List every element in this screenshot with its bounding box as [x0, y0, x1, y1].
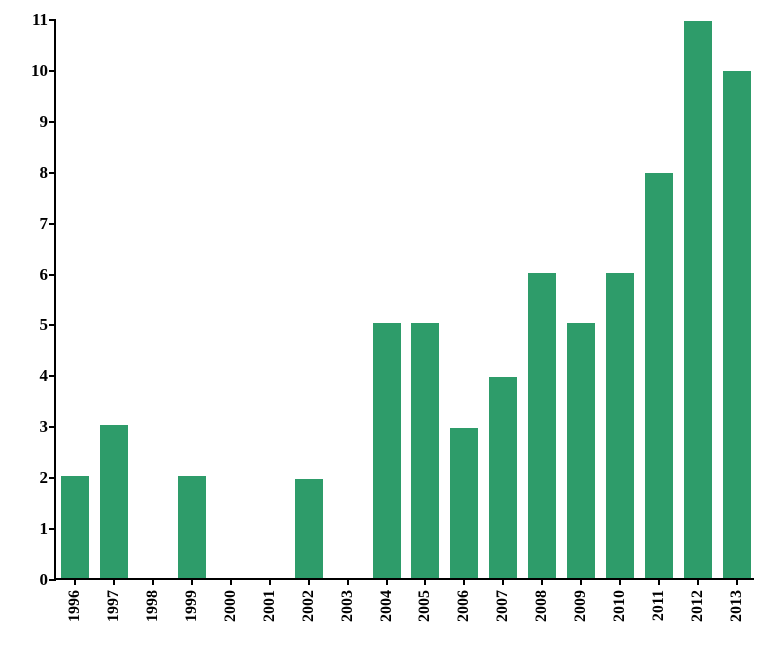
bar [411, 323, 439, 578]
x-tick-mark [619, 578, 621, 585]
y-tick-label: 9 [40, 112, 57, 132]
x-tick-label: 2000 [222, 590, 240, 622]
bar [723, 71, 751, 578]
bar [528, 273, 556, 578]
bar [567, 323, 595, 578]
x-tick-mark [74, 578, 76, 585]
y-tick-label: 10 [31, 61, 56, 81]
y-tick-label: 6 [40, 265, 57, 285]
bar [61, 476, 89, 578]
x-tick-label: 2004 [378, 590, 396, 622]
x-tick-label: 2001 [261, 590, 279, 622]
bar [295, 479, 323, 578]
x-tick-label: 2006 [455, 590, 473, 622]
x-tick-label: 2008 [533, 590, 551, 622]
x-tick-mark [580, 578, 582, 585]
y-tick-label: 3 [40, 417, 57, 437]
x-tick-label: 1998 [144, 590, 162, 622]
bar [373, 323, 401, 578]
x-tick-label: 2010 [611, 590, 629, 622]
x-tick-mark [308, 578, 310, 585]
x-tick-label: 2007 [494, 590, 512, 622]
x-tick-mark [152, 578, 154, 585]
y-tick-label: 11 [32, 10, 56, 30]
x-tick-mark [113, 578, 115, 585]
x-tick-label: 2003 [339, 590, 357, 622]
bar [100, 425, 128, 578]
x-tick-mark [230, 578, 232, 585]
x-tick-mark [424, 578, 426, 585]
x-tick-label: 1997 [105, 590, 123, 622]
y-tick-label: 0 [40, 570, 57, 590]
y-tick-label: 4 [40, 366, 57, 386]
y-tick-label: 7 [40, 214, 57, 234]
x-tick-mark [541, 578, 543, 585]
x-tick-mark [658, 578, 660, 585]
x-tick-label: 2013 [728, 590, 746, 622]
bar [684, 21, 712, 578]
bar-chart: 0 1 2 3 4 5 6 7 8 9 10 11 1996 1997 1998 1999 2000 2001 20… [0, 0, 783, 669]
y-tick-label: 1 [40, 519, 57, 539]
bar [606, 273, 634, 578]
y-tick-label: 8 [40, 163, 57, 183]
x-tick-mark [463, 578, 465, 585]
x-tick-label: 2002 [300, 590, 318, 622]
bar [645, 173, 673, 578]
y-tick-label: 5 [40, 315, 57, 335]
x-tick-label: 2005 [416, 590, 434, 622]
x-tick-mark [697, 578, 699, 585]
bar [489, 377, 517, 578]
x-tick-label: 2009 [572, 590, 590, 622]
x-tick-mark [269, 578, 271, 585]
x-tick-label: 1996 [66, 590, 84, 622]
x-tick-label: 1999 [183, 590, 201, 622]
bar [450, 428, 478, 578]
x-tick-mark [736, 578, 738, 585]
x-tick-mark [191, 578, 193, 585]
plot-area: 0123456789101119961997199819992000200120… [54, 20, 754, 580]
x-tick-label: 2011 [650, 590, 668, 621]
x-tick-mark [386, 578, 388, 585]
y-tick-label: 2 [40, 468, 57, 488]
x-tick-mark [347, 578, 349, 585]
x-tick-mark [502, 578, 504, 585]
bar [178, 476, 206, 578]
x-tick-label: 2012 [689, 590, 707, 622]
